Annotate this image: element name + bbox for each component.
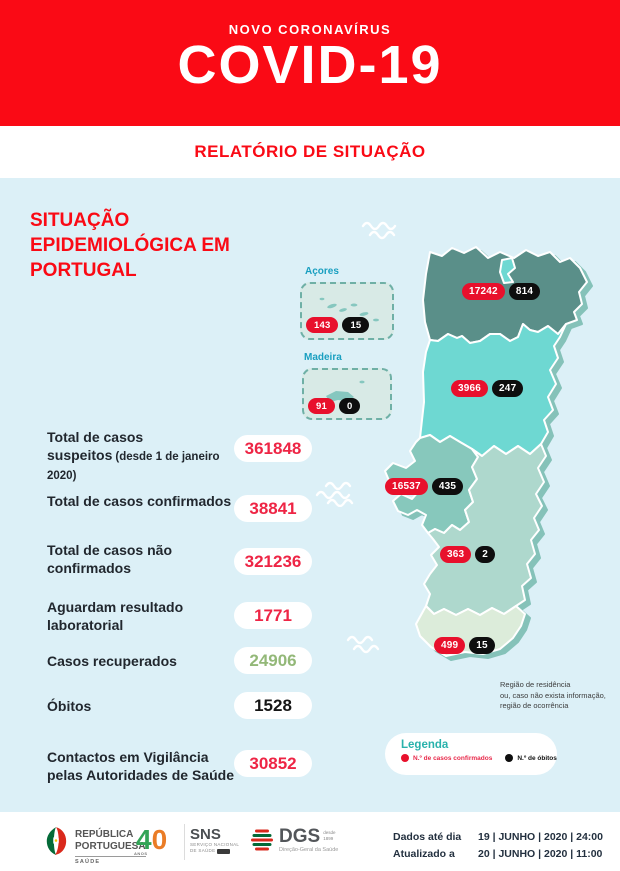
anos-digit-4: 4	[136, 824, 152, 855]
sns-40-anos-logo: 40 ANOS	[134, 824, 168, 856]
algarve-badges: 499 15	[434, 637, 495, 654]
stat-label-laboratorial: Aguardam resultado laboratorial	[47, 599, 184, 634]
acores-islands-graphic	[319, 297, 379, 322]
algarve-confirmed-badge: 499	[434, 637, 466, 654]
header-banner: NOVO CORONAVÍRUS COVID-19	[0, 0, 620, 126]
stat-value-contactos-vigilancia: 30852	[234, 750, 312, 777]
waves-icon	[315, 481, 354, 507]
centro-confirmed-badge: 3966	[451, 380, 489, 397]
sns-name: SNS	[190, 826, 221, 843]
legend-title: Legenda	[401, 739, 449, 751]
stat-label-recuperados: Casos recuperados	[47, 653, 177, 669]
norte-confirmed-badge: 17242	[462, 283, 505, 300]
stat-value-obitos: 1528	[234, 692, 312, 719]
header-title: COVID-19	[177, 35, 443, 95]
centro-deaths-badge: 247	[492, 380, 524, 397]
waves-icon	[346, 635, 380, 654]
stat-value-nao-confirmados: 321236	[234, 548, 312, 575]
acores-label: Açores	[305, 266, 339, 277]
republica-portuguesa-logo: REPÚBLICA PORTUGUESA SAÚDE	[44, 825, 146, 866]
stat-value-recuperados: 24906	[234, 647, 312, 674]
header-subtitle: NOVO CORONAVÍRUS	[228, 22, 392, 37]
dgs-globe-icon	[251, 829, 273, 851]
dgs-logo: DGS desde 1899 Direção-Geral da Saúde	[250, 826, 339, 854]
acores-badges: 143 15	[306, 317, 370, 333]
content-area: SITUAÇÃO EPIDEMIOLÓGICA EM PORTUGAL Tota…	[0, 178, 620, 812]
dgs-since: desde 1899	[323, 830, 336, 841]
lvt-badges: 16537 435	[385, 478, 464, 495]
stat-value-suspeitos: 361848	[234, 435, 312, 462]
republica-saude: SAÚDE	[75, 856, 146, 866]
updated-at-value: 20 | JUNHO | 2020 | 11:00	[478, 848, 603, 860]
alentejo-confirmed-badge: 363	[440, 546, 472, 563]
legend-box: Legenda N.º de casos confirmados N.º de …	[385, 733, 557, 775]
lvt-confirmed-badge: 16537	[385, 478, 428, 495]
report-title-band: RELATÓRIO DE SITUAÇÃO	[0, 126, 620, 178]
legend-confirmed-label: N.º de casos confirmados	[413, 754, 493, 762]
stat-label-nao-confirmados: Total de casos não confirmados	[47, 542, 172, 577]
sns-sub1: SERVIÇO NACIONAL	[190, 842, 240, 847]
stat-label-suspeitos: Total de casos suspeitos (desde 1 de jane…	[47, 428, 235, 484]
data-until-row: Dados até dia 19 | JUNHO | 2020 | 24:00	[393, 831, 603, 843]
updated-at-row: Atualizado a 20 | JUNHO | 2020 | 11:00	[393, 848, 603, 860]
alentejo-badges: 363 2	[440, 546, 496, 563]
sns-sub2: DE SAÚDE	[190, 848, 216, 854]
acores-confirmed-badge: 143	[306, 317, 339, 333]
stat-label-obitos: Óbitos	[47, 698, 92, 714]
portugal-flag-icon	[46, 827, 67, 855]
footer: REPÚBLICA PORTUGUESA SAÚDE 40 ANOS SNS S…	[0, 812, 620, 871]
section-title: SITUAÇÃO EPIDEMIOLÓGICA EM PORTUGAL	[30, 210, 230, 282]
data-until-value: 19 | JUNHO | 2020 | 24:00	[478, 831, 603, 843]
lvt-deaths-badge: 435	[431, 478, 464, 495]
data-until-label: Dados até dia	[393, 831, 462, 843]
report-title: RELATÓRIO DE SITUAÇÃO	[194, 142, 426, 161]
madeira-badges: 91 0	[308, 398, 361, 414]
madeira-label: Madeira	[304, 352, 342, 363]
sns-badge-icon	[217, 848, 231, 854]
alentejo-deaths-badge: 2	[475, 546, 496, 563]
legend-confirmed-row: N.º de casos confirmados	[401, 754, 492, 762]
report-dates: Dados até dia 19 | JUNHO | 2020 | 24:00 …	[393, 831, 603, 865]
sns-sub2-row: DE SAÚDE	[190, 848, 239, 854]
republica-portuguesa-text: REPÚBLICA PORTUGUESA SAÚDE	[75, 825, 146, 866]
norte-badges: 17242 814	[462, 283, 541, 300]
legend-items: N.º de casos confirmados N.º de óbitos	[401, 754, 557, 762]
republica-line1: REPÚBLICA	[75, 829, 134, 840]
stat-label-suffix: (desde 1 de janeiro 2020)	[47, 451, 220, 483]
dgs-name-row: DGS desde 1899	[279, 826, 338, 847]
anos-digit-0: 0	[151, 824, 168, 855]
portugal-map	[384, 246, 588, 657]
footer-divider	[184, 824, 185, 860]
republica-line2: PORTUGUESA	[75, 841, 146, 852]
acores-deaths-badge: 15	[342, 317, 370, 333]
centro-badges: 3966 247	[451, 380, 524, 397]
updated-at-label: Atualizado a	[393, 848, 455, 860]
madeira-confirmed-badge: 91	[308, 398, 335, 414]
dgs-name: DGS	[279, 826, 321, 847]
waves-icon	[361, 221, 397, 240]
norte-deaths-badge: 814	[508, 283, 541, 300]
legend-deaths-label: N.º de óbitos	[517, 754, 557, 762]
anos-label: ANOS	[134, 851, 148, 856]
stat-label-confirmados: Total de casos confirmados	[47, 493, 232, 509]
stat-label-text: Total de casos suspeitos	[47, 429, 144, 464]
map-note: Região de residência ou, caso não exista…	[500, 680, 606, 710]
stat-value-confirmados: 38841	[234, 495, 312, 522]
region-norte-notch	[499, 257, 516, 284]
stat-value-laboratorial: 1771	[234, 602, 312, 629]
algarve-deaths-badge: 15	[469, 637, 495, 654]
dgs-text: DGS desde 1899 Direção-Geral da Saúde	[279, 826, 339, 854]
black-dot-icon	[505, 754, 514, 762]
stat-label-contactos-vigilancia: Contactos em Vigilância pelas Autoridade…	[47, 749, 234, 784]
dgs-subtitle: Direção-Geral da Saúde	[279, 847, 339, 854]
red-dot-icon	[401, 754, 409, 762]
legend-deaths-row: N.º de óbitos	[505, 754, 557, 762]
sns-logo: SNS SERVIÇO NACIONAL DE SAÚDE	[190, 827, 239, 855]
madeira-deaths-badge: 0	[338, 398, 361, 414]
